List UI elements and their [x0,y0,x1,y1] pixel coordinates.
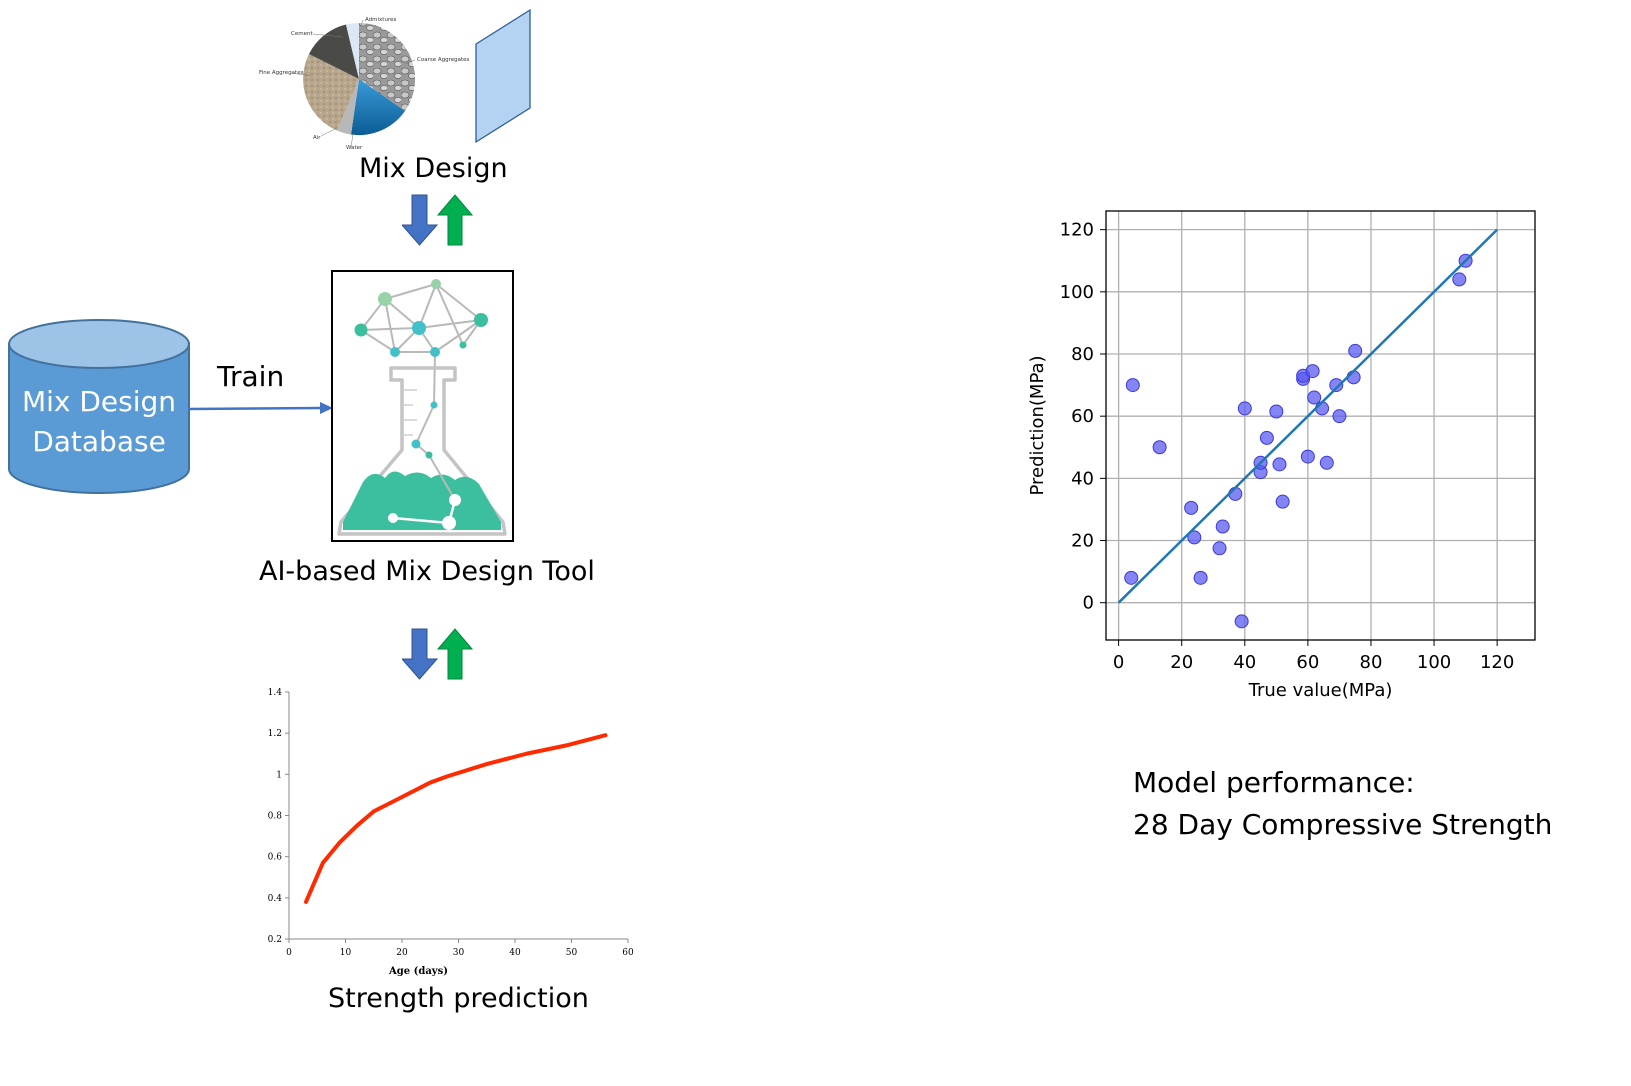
x-tick-label: 40 [509,948,521,958]
x-tick-label: 20 [1170,652,1193,673]
arrows-bottom [402,628,474,680]
mix-design-panel [475,8,531,144]
pie-label-water: Water [346,145,363,151]
y-tick-label: 0.2 [268,935,282,945]
scatter-point [1237,401,1252,416]
strength-chart: 0.2 0.4 0.6 0.8 1 1.2 1.4 0 10 20 30 40 50 60 Age (day… [268,688,634,977]
scatter-point [1125,378,1140,393]
scatter-point [1234,614,1249,629]
y-tick-label: 40 [1071,468,1094,489]
database-label-line2: Database [32,425,166,458]
performance-line1: Model performance: [1133,766,1415,799]
y-tick-label: 80 [1071,344,1094,365]
x-tick-label: 60 [622,948,634,958]
water-slice [351,79,405,136]
scatter-point [1184,500,1199,515]
cement-slice [309,24,359,79]
scatter-point [1329,378,1344,393]
arrow-up-icon-2 [436,628,474,680]
mix-design-pie-illustration: Admixtures Cement Fine Aggregates Coarse… [259,8,531,151]
scatter-point [1275,494,1290,509]
coarse-aggregates-slice [359,22,416,111]
flask-network-icon [337,279,507,536]
scatter-point [1215,519,1230,534]
pie-label-coarse-aggregates: Coarse Aggregates [417,57,470,63]
performance-line2: 28 Day Compressive Strength [1133,808,1553,841]
mix-design-caption: Mix Design [359,153,508,184]
database-cylinder [8,319,190,494]
scatter-point [1212,541,1227,556]
train-label: Train [217,360,285,393]
x-tick-label: 30 [453,948,465,958]
arrow-up-icon [436,194,474,246]
scatter-point [1193,570,1208,585]
reference-line [1117,228,1499,604]
arrows-top [402,194,474,246]
scatter-point [1124,570,1139,585]
ai-tool-box [331,270,514,542]
strength-caption: Strength prediction [328,983,589,1014]
y-tick-label: 20 [1071,531,1094,552]
scatter-point [1272,457,1287,472]
scatter-point [1187,530,1202,545]
y-tick-label: 0.8 [268,812,283,822]
ai-tool-caption: AI-based Mix Design Tool [259,556,595,587]
y-tick-label: 0.4 [268,894,283,904]
scatter-point [1332,409,1347,424]
flask-liquid [343,471,501,530]
scatter-point [1259,430,1274,445]
pie-label-cement: Cement [291,31,313,37]
scatter-point [1300,449,1315,464]
y-tick-label: 1.4 [268,688,283,698]
x-tick-label: 60 [1296,652,1319,673]
x-tick-label: 50 [566,948,578,958]
arrow-down-icon [402,194,439,246]
admixtures-slice [346,22,359,79]
y-tick-label: 1 [276,770,282,780]
scatter-point [1305,364,1320,379]
scatter-chart: 0 20 40 60 80 100 120 0 20 40 60 80 100 120 True value… [1027,210,1536,701]
y-tick-label: 1.2 [268,729,282,739]
fine-aggregates-slice [303,54,359,131]
scatter-point [1319,455,1334,470]
scatter-point [1269,404,1284,419]
x-tick-label: 80 [1360,652,1383,673]
x-axis-label: True value(MPa) [1248,680,1393,701]
x-tick-label: 0 [286,948,292,958]
pie-label-admixtures: Admixtures [365,17,396,23]
x-tick-label: 20 [396,948,408,958]
scatter-point [1452,272,1467,287]
train-arrow-icon [187,402,333,414]
y-axis-label: Prediction(MPa) [1027,355,1048,495]
scatter-point [1348,343,1363,358]
scatter-point [1307,390,1322,405]
y-tick-label: 100 [1060,282,1094,303]
y-tick-label: 0 [1083,593,1094,614]
scatter-point [1152,440,1167,455]
y-tick-label: 0.6 [268,853,283,863]
pie-label-fine-aggregates: Fine Aggregates [259,70,304,76]
x-tick-label: 100 [1417,652,1451,673]
air-slice [337,79,359,135]
pie-label-air: Air [313,135,321,141]
plot-frame [1105,210,1536,641]
y-tick-label: 120 [1060,220,1094,241]
x-tick-label: 40 [1233,652,1256,673]
x-axis-label: Age (days) [388,966,448,977]
x-tick-label: 120 [1480,652,1514,673]
database-label-line1: Mix Design [21,385,177,418]
x-tick-label: 0 [1113,652,1124,673]
y-tick-label: 60 [1071,406,1094,427]
arrow-down-icon-2 [402,628,439,680]
x-tick-label: 10 [340,948,352,958]
strength-curve-line [303,733,608,904]
